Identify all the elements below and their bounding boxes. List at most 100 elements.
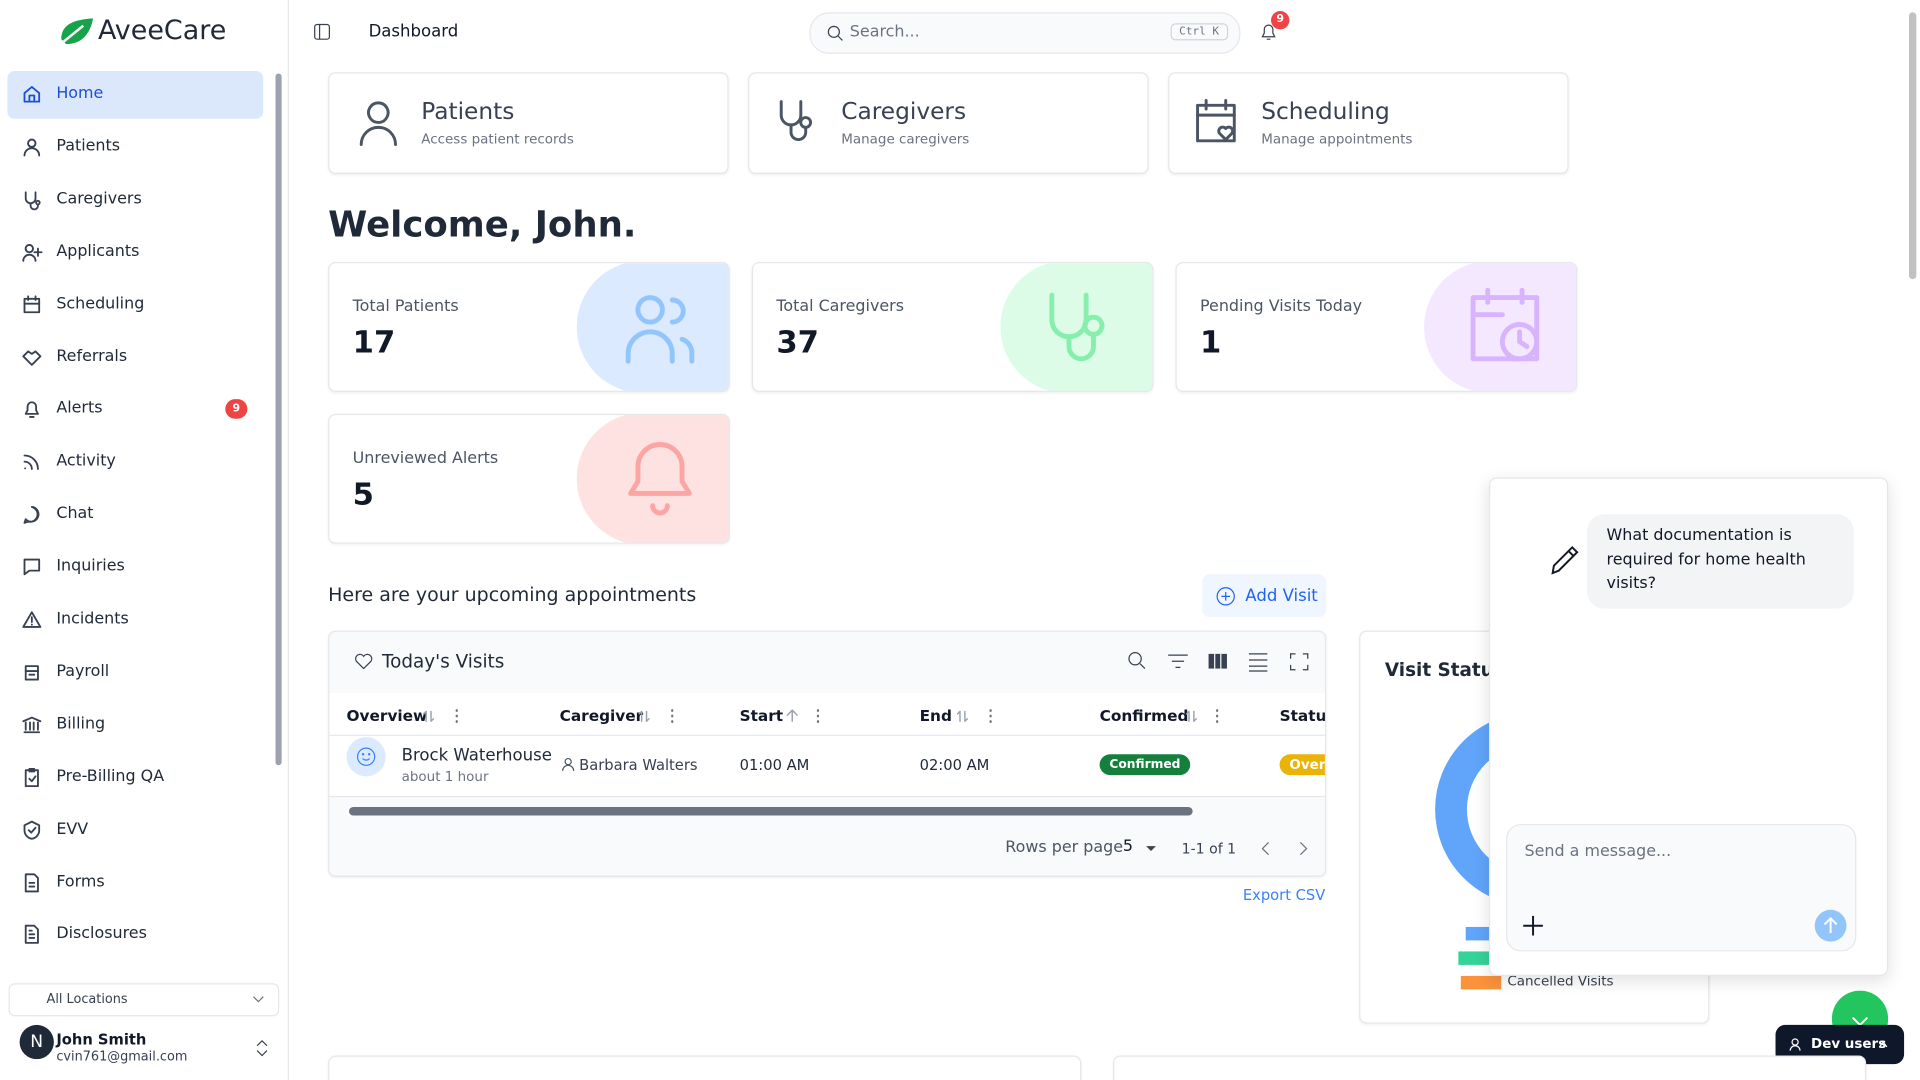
icon: [1196, 98, 1236, 143]
nav-item[interactable]: Pre-Billing QA: [7, 754, 263, 802]
quick-link[interactable]: Scheduling Manage appointments: [1168, 72, 1569, 174]
column-header[interactable]: End: [919, 706, 952, 725]
start: 01:00 AM: [739, 756, 810, 774]
stat-blob: [576, 415, 729, 543]
chevron: [253, 996, 264, 1003]
patient-name[interactable]: Brock Waterhouse: [401, 745, 552, 766]
rows-per-page[interactable]: 5: [1122, 837, 1133, 856]
nav-label: Patients: [56, 137, 121, 156]
icon: [24, 767, 39, 787]
icon: [23, 294, 41, 313]
column-header[interactable]: Confirmed: [1099, 706, 1189, 725]
export-csv[interactable]: Export CSV: [1242, 886, 1326, 904]
sidebar: [0, 0, 289, 1080]
icon: [989, 709, 992, 723]
icon: [422, 710, 435, 722]
icon: [24, 191, 41, 211]
nav-label: Chat: [56, 504, 94, 524]
stat-label: Total Caregivers: [776, 297, 905, 316]
quick-link[interactable]: Patients Access patient records: [328, 72, 729, 174]
nav-label: Scheduling: [56, 294, 145, 313]
add-visit-button[interactable]: Add Visit: [1202, 574, 1327, 618]
stat-blob: [1000, 263, 1153, 391]
attach[interactable]: [1522, 915, 1544, 937]
avatar[interactable]: N: [19, 1024, 54, 1060]
nav-badge: 9: [225, 399, 248, 420]
notification-badge: 9: [1271, 11, 1290, 30]
nav-item[interactable]: Inquiries: [7, 544, 263, 592]
h-scrollbar: [348, 806, 1193, 816]
icon: [638, 710, 650, 722]
quick-title: Patients: [421, 97, 515, 125]
column-header[interactable]: Overview: [346, 706, 428, 725]
icon: [24, 925, 39, 945]
icon: [1185, 710, 1198, 722]
caret: [1879, 1041, 1888, 1048]
icon: [1470, 287, 1540, 362]
status-badge: Over: [1279, 754, 1325, 776]
page-range: 1-1 of 1: [1181, 840, 1237, 858]
table-toolbar[interactable]: [1125, 649, 1309, 673]
icon: [23, 820, 41, 840]
location-select[interactable]: All Locations: [8, 983, 280, 1017]
quick-link[interactable]: Caregivers Manage caregivers: [748, 72, 1149, 174]
nav-item[interactable]: Payroll: [7, 649, 263, 697]
nav-label: Inquiries: [56, 557, 125, 576]
quick-title: Scheduling: [1261, 97, 1390, 125]
sidebar-scrollbar: [275, 73, 282, 766]
column-header[interactable]: Caregiver: [559, 706, 644, 725]
nav-item[interactable]: EVV: [7, 806, 263, 854]
visits-table: Today's Visits Brock Waterhouse about 1 …: [328, 630, 1327, 877]
stat-label: Unreviewed Alerts: [352, 449, 499, 468]
search[interactable]: Search... Ctrl K: [809, 12, 1241, 54]
user-menu[interactable]: [255, 1038, 270, 1058]
icon: [359, 101, 397, 146]
nav-label: EVV: [56, 819, 89, 839]
icon: [1216, 709, 1219, 723]
user-name: John Smith: [56, 1031, 147, 1049]
nav-item[interactable]: Home: [7, 71, 264, 119]
patient-avatar: [346, 737, 386, 777]
nav-item[interactable]: Chat: [7, 491, 263, 539]
pager[interactable]: [1260, 841, 1309, 856]
nav-item[interactable]: Billing: [7, 701, 263, 749]
location-label: All Locations: [46, 991, 128, 1007]
search-icon: [827, 25, 843, 41]
time-ago: about 1 hour: [401, 768, 489, 785]
icon: [786, 709, 798, 722]
nav-item[interactable]: Disclosures: [7, 911, 263, 959]
nav-label: Pre-Billing QA: [56, 767, 165, 786]
nav-item[interactable]: Activity: [7, 439, 263, 487]
send[interactable]: [1813, 909, 1847, 943]
icon: [24, 665, 39, 681]
chat-input[interactable]: Send a message...: [1506, 824, 1857, 952]
quick-subtitle: Manage caregivers: [841, 131, 970, 147]
column-header[interactable]: Status: [1279, 706, 1327, 725]
nav-item[interactable]: Applicants: [7, 229, 263, 277]
icon: [671, 709, 674, 723]
nav-item[interactable]: Scheduling: [7, 281, 263, 329]
chat-panel: What documentation is required for home …: [1488, 477, 1889, 976]
divider: [329, 795, 1325, 798]
welcome: Welcome, John.: [328, 203, 637, 245]
legend-label: Cancelled Visits: [1507, 973, 1614, 990]
nav-item[interactable]: Patients: [7, 124, 263, 172]
nav-item[interactable]: Alerts 9: [7, 386, 263, 434]
section-heading: Here are your upcoming appointments: [328, 584, 697, 607]
nav-label: Forms: [56, 872, 105, 891]
nav-item[interactable]: Forms: [7, 859, 263, 907]
page-scrollbar: [1908, 12, 1917, 280]
icon: [24, 401, 39, 419]
table-body: [329, 693, 1325, 796]
quick-subtitle: Manage appointments: [1261, 131, 1413, 147]
bell[interactable]: [1260, 22, 1277, 42]
column-header[interactable]: Start: [739, 706, 784, 725]
nav-item[interactable]: Referrals: [7, 334, 263, 382]
nav-item[interactable]: Incidents: [7, 596, 263, 644]
icon: [455, 709, 458, 723]
nav-item[interactable]: Caregivers: [7, 176, 263, 224]
stat-label: Pending Visits Today: [1200, 297, 1363, 316]
divider: [329, 734, 1325, 736]
sidebar-toggle[interactable]: [313, 23, 331, 40]
